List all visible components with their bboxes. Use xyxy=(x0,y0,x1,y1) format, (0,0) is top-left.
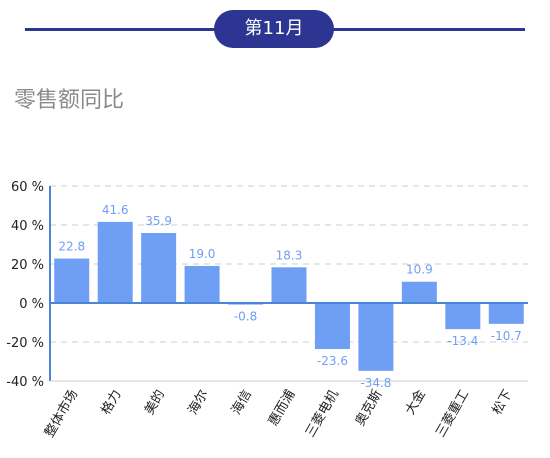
value-label: -34.8 xyxy=(360,376,391,390)
bar xyxy=(54,258,90,303)
category-label: 奥克斯 xyxy=(353,388,385,429)
bar xyxy=(184,265,220,303)
value-labels: 22.8 41.6 35.9 19.0 -0.8 18.3 -23.6 -34.8 10.9 -1… xyxy=(58,203,521,390)
value-label: 35.9 xyxy=(145,214,172,228)
value-label: 19.0 xyxy=(189,247,216,261)
bar xyxy=(358,303,394,371)
value-label: -0.8 xyxy=(234,310,257,324)
bar xyxy=(488,303,524,324)
category-label: 海尔 xyxy=(186,388,212,418)
value-label: 41.6 xyxy=(102,203,129,217)
category-label: 格力 xyxy=(98,387,125,418)
y-tick-label: -40 % xyxy=(6,375,44,390)
y-tick-label: -20 % xyxy=(6,336,44,351)
category-label: 大金 xyxy=(402,387,429,418)
value-label: -23.6 xyxy=(317,354,348,368)
category-label: 整体市场 xyxy=(41,387,81,440)
category-label: 松下 xyxy=(490,388,516,418)
category-label: 海信 xyxy=(229,388,255,418)
month-badge: 第11月 xyxy=(214,10,334,48)
bar xyxy=(97,221,133,303)
page-title: 零售额同比 xyxy=(14,88,125,113)
bar xyxy=(401,281,437,303)
value-label: 18.3 xyxy=(276,248,303,262)
category-label: 三菱重工 xyxy=(432,387,472,440)
y-tick-label: 0 % xyxy=(19,297,44,312)
axes xyxy=(49,186,528,382)
value-label: 10.9 xyxy=(406,263,433,277)
category-label: 惠而浦 xyxy=(266,388,298,429)
category-label: 三菱电机 xyxy=(303,388,342,441)
bars xyxy=(54,221,524,371)
y-tick-label: 20 % xyxy=(11,258,44,273)
y-tick-label: 60 % xyxy=(11,180,44,195)
category-label: 美的 xyxy=(141,387,168,418)
value-label: -10.7 xyxy=(491,329,522,343)
category-labels: 整体市场 格力 美的 海尔 海信 惠而浦 三菱电机 奥克斯 大金 三菱重工 松下 xyxy=(41,387,515,440)
value-label: 22.8 xyxy=(58,240,85,254)
bar xyxy=(141,232,177,303)
bar xyxy=(445,303,481,330)
value-label: -13.4 xyxy=(447,334,478,348)
bar xyxy=(314,303,350,350)
bar xyxy=(271,267,307,303)
y-tick-labels: 60 % 40 % 20 % 0 % -20 % -40 % xyxy=(6,180,44,390)
y-tick-label: 40 % xyxy=(11,219,44,234)
